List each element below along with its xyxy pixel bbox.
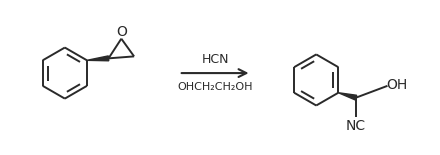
Text: O: O [116,25,127,39]
Polygon shape [87,56,109,61]
Polygon shape [338,93,357,100]
Text: OH: OH [387,78,408,92]
Text: NC: NC [346,119,366,133]
Text: HCN: HCN [202,53,229,66]
Text: OHCH₂CH₂OH: OHCH₂CH₂OH [177,82,253,92]
